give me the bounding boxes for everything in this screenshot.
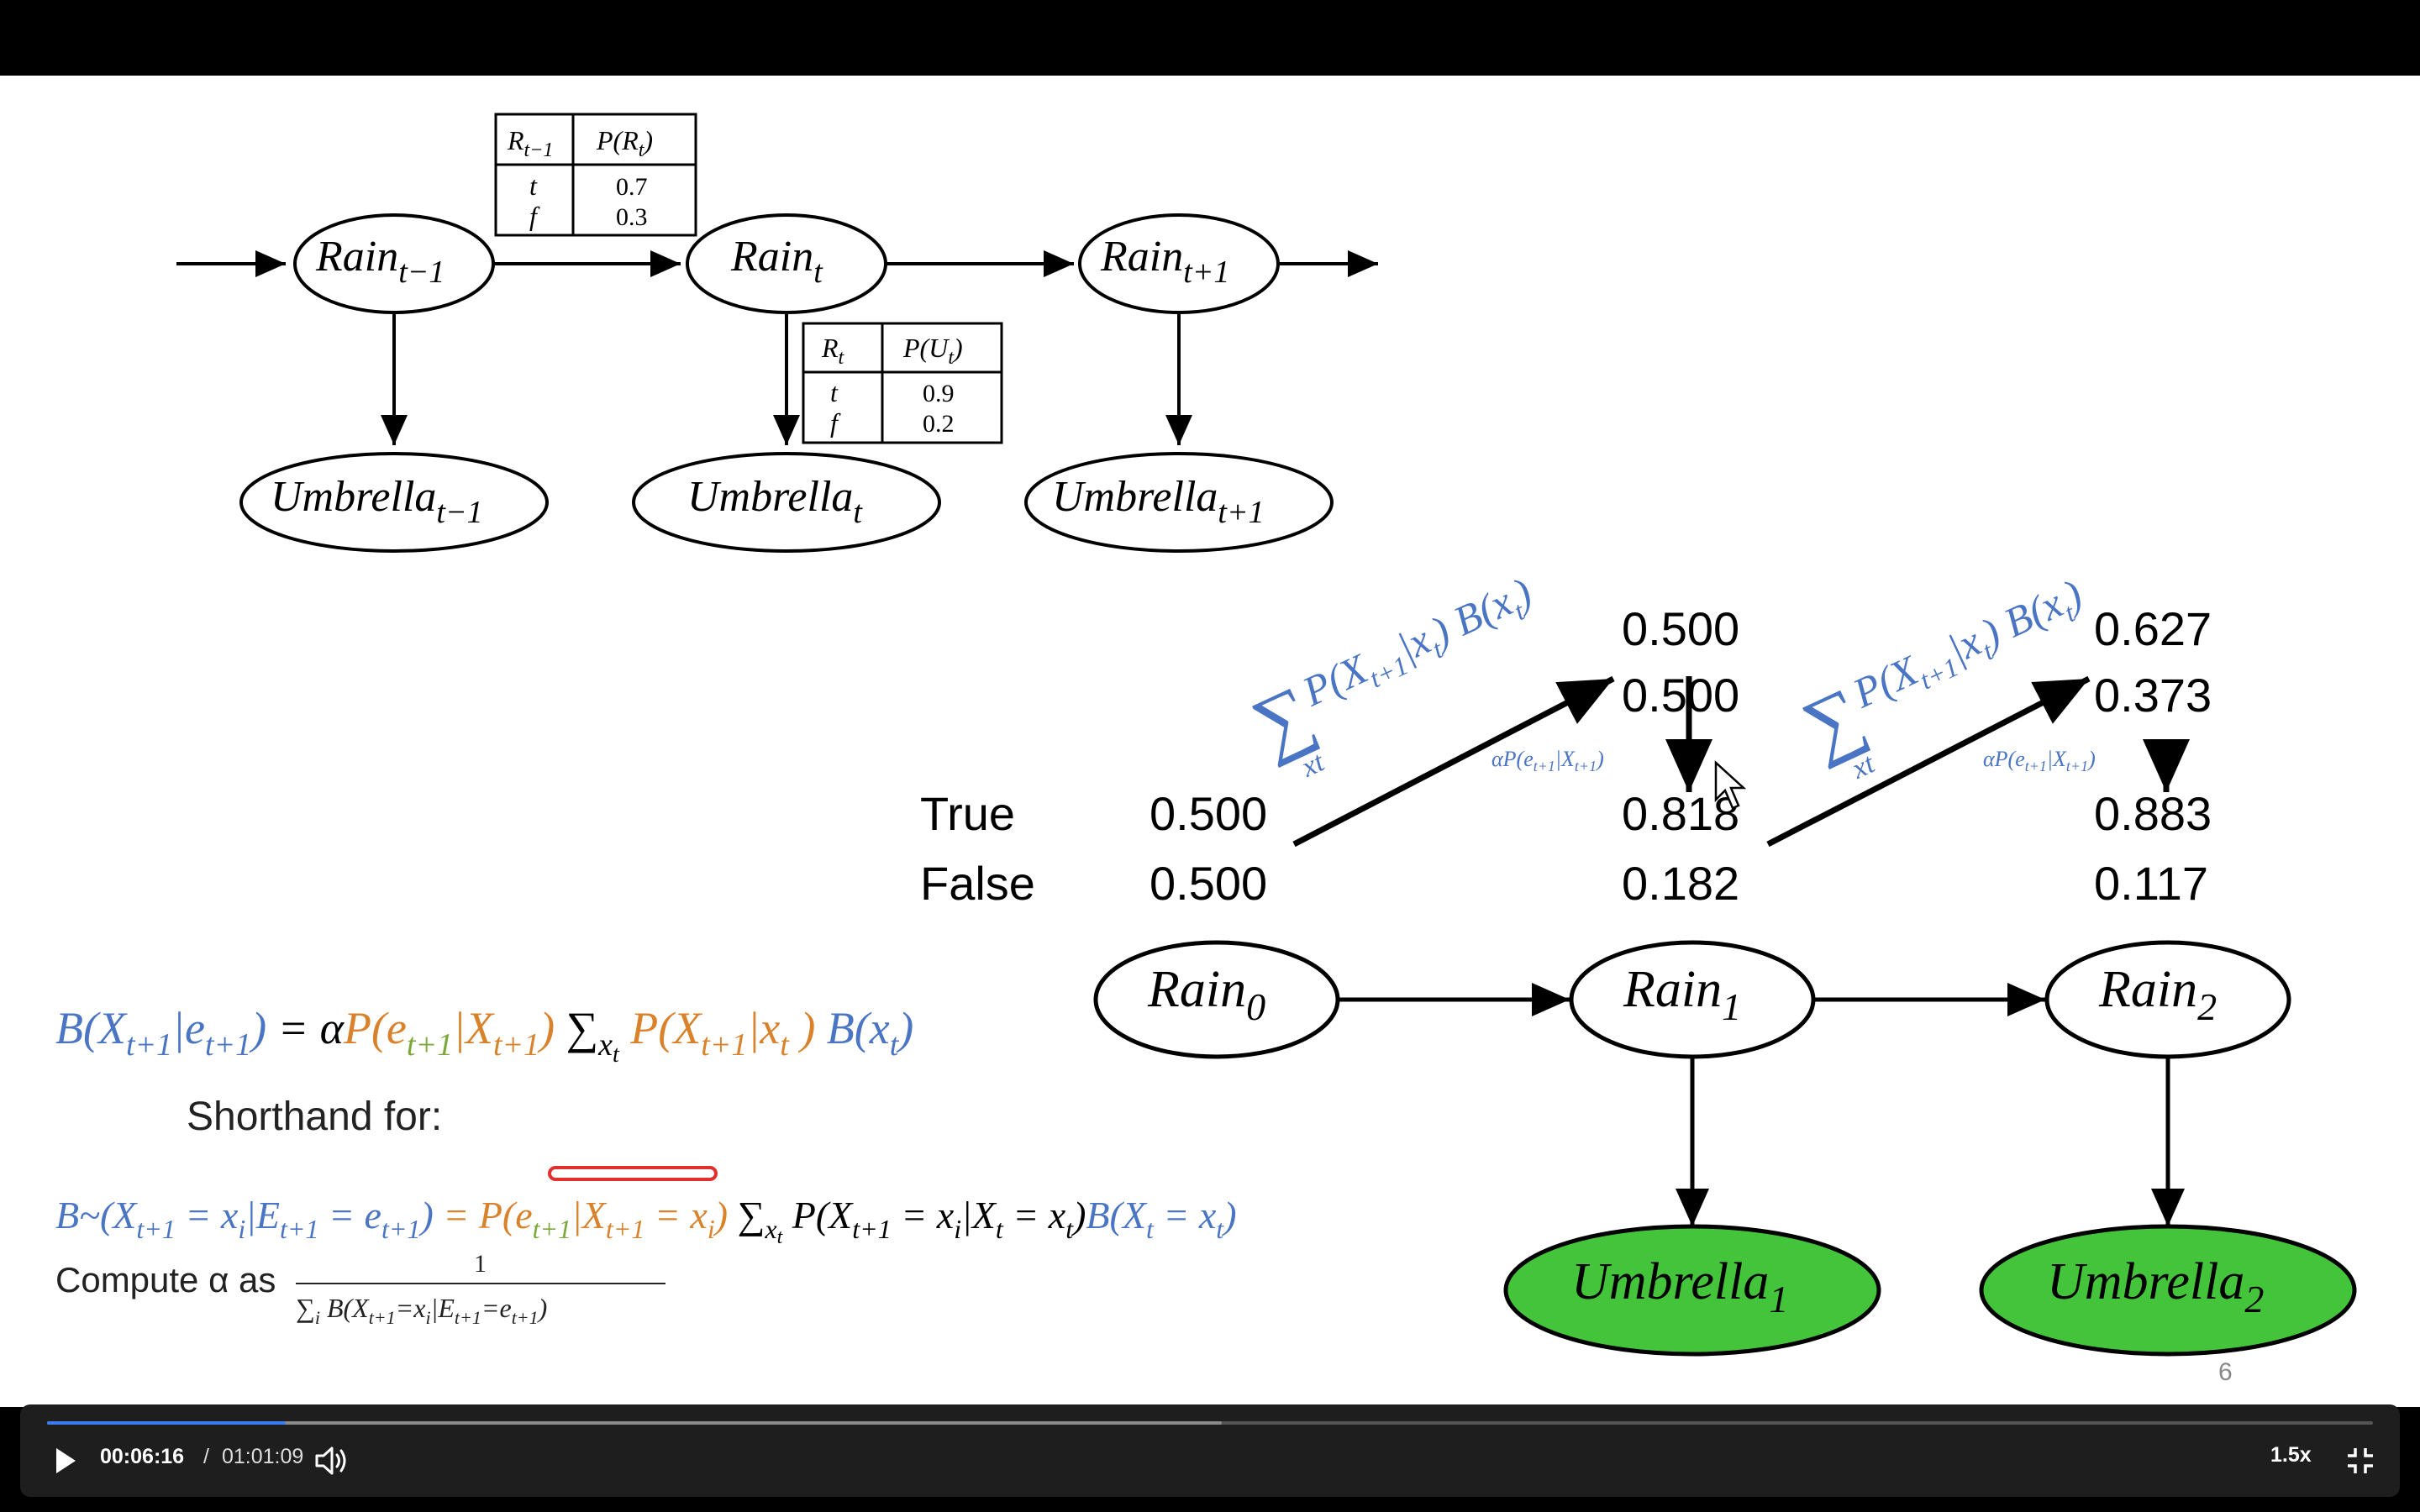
- node-umbrella-1: [1503, 1224, 1881, 1357]
- upd2-true: 0.883: [2094, 787, 2212, 840]
- label-umbrella-t-1: Umbrellat−1: [271, 473, 483, 530]
- exit-fullscreen-icon: [2348, 1448, 2373, 1473]
- upd2-false: 0.117: [2094, 857, 2208, 910]
- svg-text:Rt: Rt: [821, 333, 845, 369]
- annotation-alpha-2: αP(et+1|Xt+1): [1983, 747, 2096, 774]
- shorthand-label: Shorthand for:: [187, 1095, 442, 1139]
- label-rain-2: Rain2: [2098, 961, 2217, 1028]
- svg-text:t: t: [830, 377, 839, 407]
- label-rain-t: Raint: [730, 233, 823, 290]
- label-rain-t+1: Raint+1: [1100, 233, 1229, 290]
- svg-text:Rt−1: Rt−1: [507, 125, 553, 161]
- filtering-graph: [1093, 940, 2357, 1357]
- progress-bar[interactable]: [47, 1421, 2373, 1425]
- video-controls: 00:06:16 / 01:01:09 1.5x: [20, 1404, 2400, 1497]
- lecture-slide: Raint−1 Raint Raint+1 Umbrellat−1 Umbrel…: [0, 76, 2420, 1407]
- volume-icon: [315, 1446, 346, 1475]
- belief-update-equation: B(Xt+1|et+1) = αP(et+1|Xt+1) ∑xt P(Xt+1|…: [55, 1003, 913, 1068]
- current-time: 00:06:16: [100, 1445, 185, 1468]
- svg-text:t: t: [529, 171, 538, 201]
- playback-speed-button[interactable]: 1.5x: [2270, 1443, 2312, 1467]
- predict-arrow-1: [1292, 675, 1615, 848]
- time-separator: /: [203, 1445, 209, 1468]
- mouse-cursor-icon: [1714, 760, 1747, 810]
- progress-buffered: [47, 1421, 1222, 1425]
- node-rain-t+1: [1078, 213, 1280, 314]
- initial-false: 0.500: [1150, 857, 1267, 910]
- slide-canvas: Raint−1 Raint Raint+1 Umbrellat−1 Umbrel…: [55, 113, 2357, 1386]
- label-umbrella-2: Umbrella2: [2047, 1253, 2264, 1320]
- label-rain-1: Rain1: [1623, 961, 1741, 1028]
- pred2-false: 0.373: [2094, 669, 2212, 722]
- alpha-numerator: 1: [474, 1250, 487, 1278]
- sensor-table: Rt P(Ut) t f 0.9 0.2: [802, 322, 1003, 444]
- svg-text:P(Ut): P(Ut): [902, 333, 963, 369]
- row-label-true: True: [920, 787, 1015, 840]
- pred2-true: 0.627: [2094, 602, 2212, 655]
- svg-text:0.7: 0.7: [616, 173, 648, 201]
- svg-text:0.3: 0.3: [616, 203, 648, 231]
- alpha-denominator: ∑i B(Xt+1=xi|Et+1=et+1): [296, 1293, 547, 1328]
- upd1-false: 0.182: [1622, 857, 1739, 910]
- dbn-diagram: [176, 213, 1378, 553]
- node-umbrella-t-1: [239, 452, 549, 553]
- node-umbrella-t+1: [1024, 452, 1334, 553]
- initial-true: 0.500: [1150, 787, 1267, 840]
- total-time: 01:01:09: [222, 1445, 304, 1468]
- node-rain-1: [1569, 940, 1816, 1059]
- svg-text:0.2: 0.2: [923, 410, 955, 438]
- pred1-true: 0.500: [1622, 602, 1739, 655]
- svg-text:P(Xt+1|xt) B(xt): P(Xt+1|xt) B(xt): [1295, 569, 1542, 722]
- filtering-arrows: [1292, 675, 2190, 848]
- label-umbrella-1: Umbrella1: [1571, 1253, 1788, 1320]
- node-rain-0: [1093, 940, 1340, 1059]
- transition-table: Rt−1 P(Rt) t f 0.7 0.3: [494, 113, 697, 237]
- play-button[interactable]: [44, 1440, 86, 1482]
- page-number: 6: [2218, 1358, 2233, 1386]
- highlight-mark: [548, 1166, 718, 1181]
- annotation-alpha-1: αP(et+1|Xt+1): [1491, 747, 1604, 774]
- volume-button[interactable]: [310, 1440, 352, 1482]
- predict-arrow-2: [1766, 675, 2091, 848]
- node-rain-t-1: [293, 213, 495, 314]
- alpha-label: Compute α as: [55, 1260, 276, 1299]
- play-icon: [56, 1448, 76, 1473]
- filtering-values: True False 0.500 0.500 0.500 0.500 0.818…: [920, 602, 2212, 910]
- node-umbrella-2: [1979, 1224, 2357, 1357]
- node-rain-2: [2044, 940, 2291, 1059]
- row-label-false: False: [920, 857, 1035, 910]
- exit-fullscreen-button[interactable]: [2339, 1440, 2381, 1482]
- label-rain-t-1: Raint−1: [315, 233, 445, 290]
- node-rain-t: [686, 213, 887, 314]
- progress-played: [47, 1421, 286, 1425]
- label-umbrella-t+1: Umbrellat+1: [1052, 473, 1265, 530]
- label-umbrella-t: Umbrellat: [687, 473, 863, 530]
- svg-text:P(Rt): P(Rt): [596, 125, 653, 161]
- label-rain-0: Rain0: [1147, 961, 1265, 1028]
- pred1-false: 0.500: [1622, 669, 1739, 722]
- svg-text:P(Xt+1|xt) B(xt): P(Xt+1|xt) B(xt): [1845, 570, 2092, 723]
- node-umbrella-t: [632, 452, 941, 553]
- svg-text:0.9: 0.9: [923, 380, 955, 407]
- shorthand-equation: B~(Xt+1 = xi|Et+1 = et+1) = P(et+1|Xt+1 …: [55, 1194, 1237, 1248]
